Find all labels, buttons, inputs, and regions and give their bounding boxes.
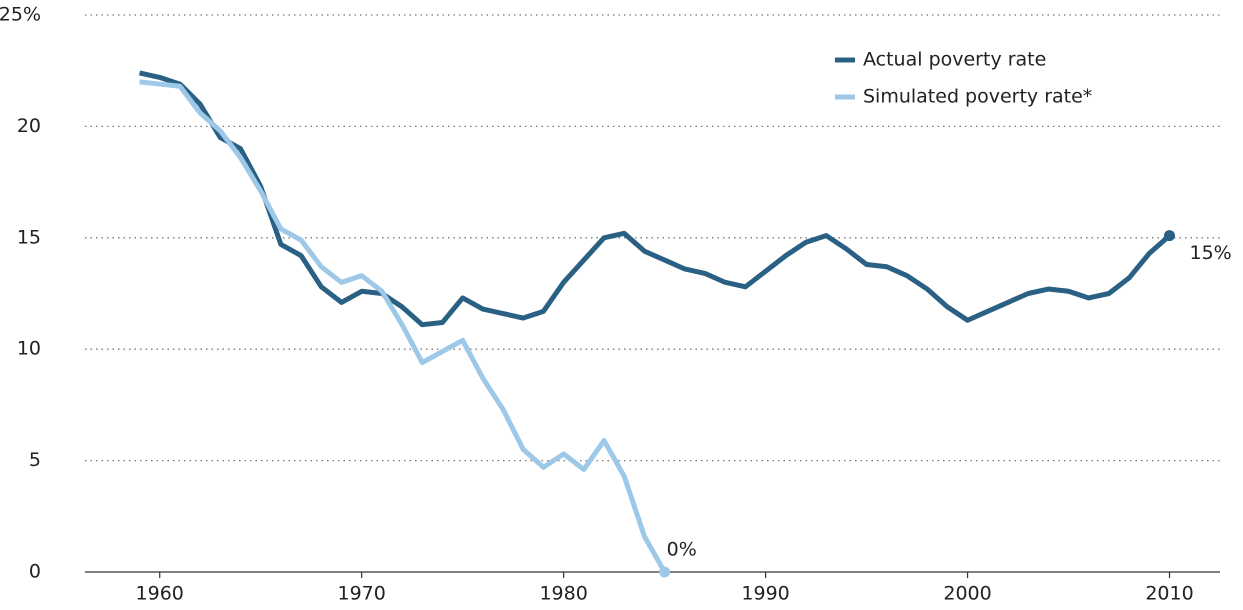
- x-tick-label: 1990: [741, 583, 789, 605]
- y-tick-label: 25%: [0, 4, 41, 26]
- y-tick-label: 10: [17, 338, 41, 360]
- y-tick-label: 15: [17, 226, 41, 248]
- x-tick-label: 1960: [136, 583, 184, 605]
- legend-label: Simulated poverty rate*: [863, 86, 1092, 108]
- series-line: [139, 79, 667, 574]
- series-line: [138, 70, 1172, 328]
- x-tick-label: 1980: [539, 583, 587, 605]
- x-tick-label: 2000: [943, 583, 991, 605]
- value-label: 15%: [1190, 242, 1232, 264]
- x-tick-label: 1970: [338, 583, 386, 605]
- x-tick-label: 2010: [1145, 583, 1193, 605]
- y-tick-label: 5: [29, 449, 41, 471]
- end-point: [659, 566, 671, 578]
- legend-label: Actual poverty rate: [863, 49, 1046, 71]
- value-label: 0%: [667, 539, 697, 561]
- y-tick-label: 0: [29, 561, 41, 583]
- end-point: [1164, 230, 1176, 242]
- y-tick-label: 20: [17, 115, 41, 137]
